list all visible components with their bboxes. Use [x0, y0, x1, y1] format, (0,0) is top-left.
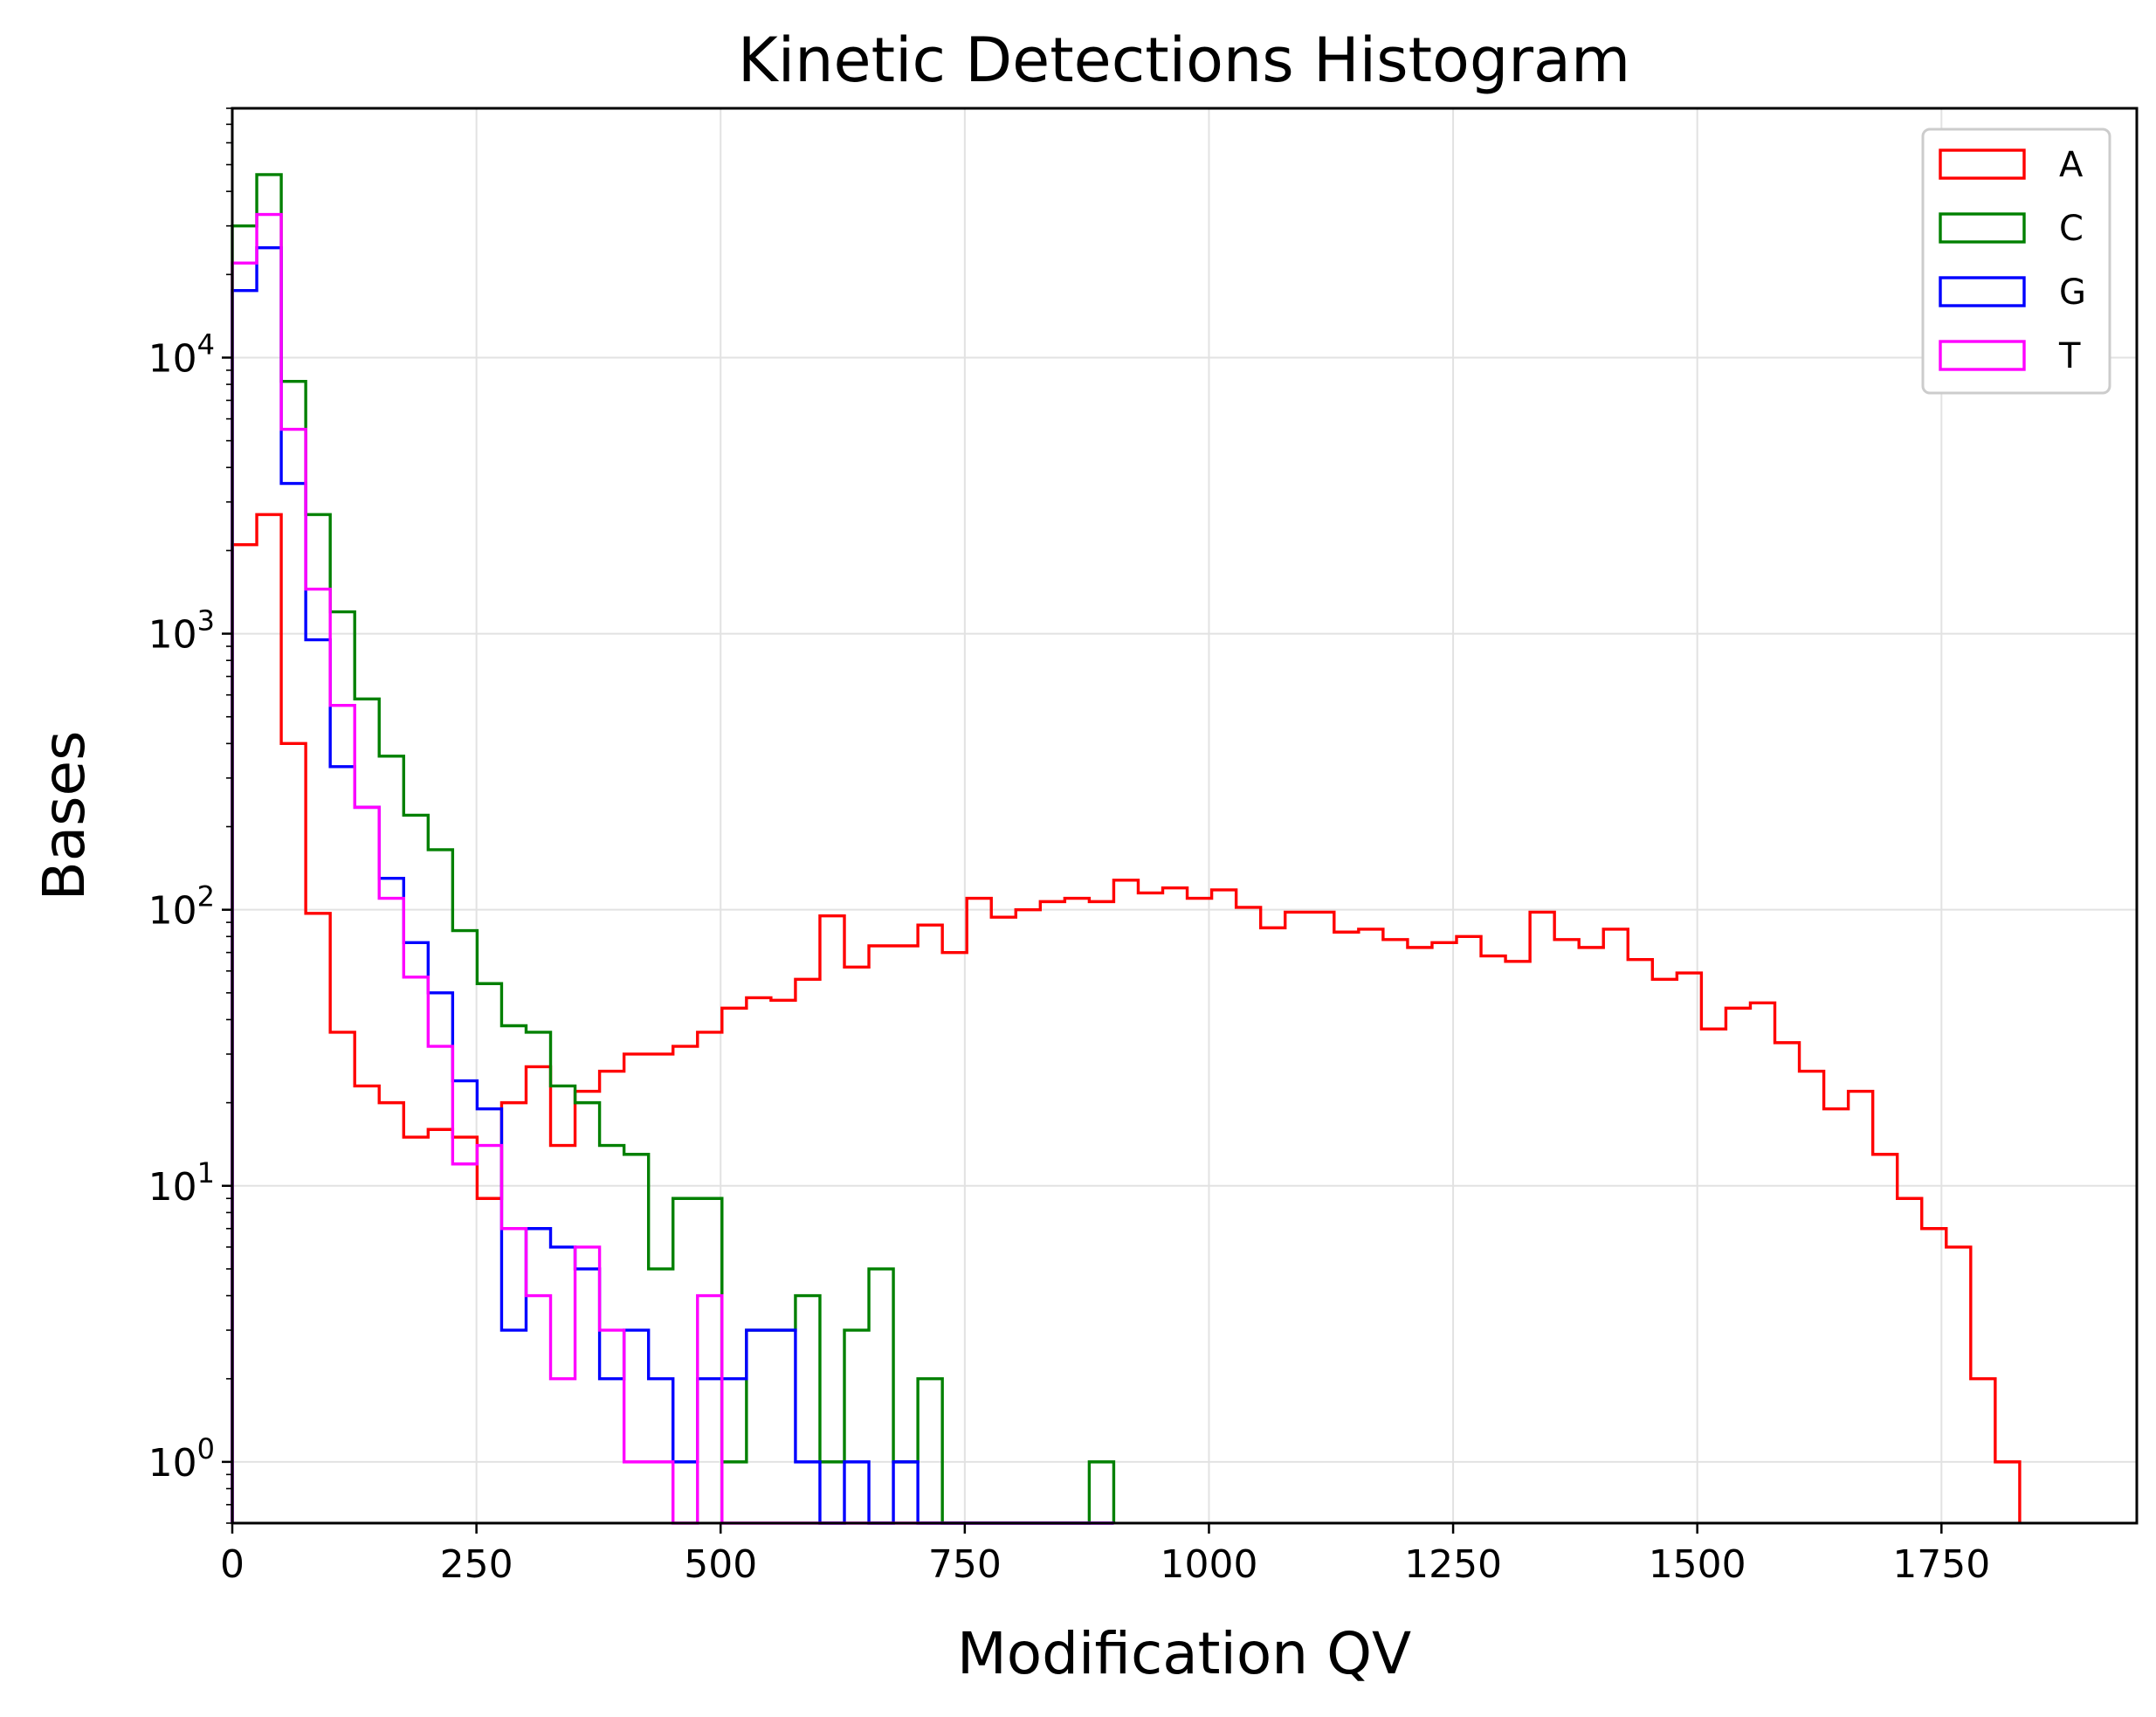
x-tick-label: 1750 [1892, 1542, 1990, 1587]
y-tick-label: 100 [148, 1432, 215, 1486]
y-tick-label: 102 [148, 880, 215, 934]
series-t-histogram [231, 212, 1114, 1525]
legend-label-a: A [2059, 145, 2084, 185]
x-axis-label: Modification QV [957, 1620, 1411, 1687]
legend-frame [1921, 128, 2111, 395]
legend-swatch-t [1939, 340, 2026, 371]
y-tick-label: 101 [148, 1156, 215, 1210]
legend-label-g: G [2059, 272, 2086, 313]
x-tick-label: 500 [684, 1542, 757, 1587]
plot-frame [231, 107, 2139, 1525]
tick-layer: 0 250 500 750 1000 1250 1500 1750 100 101 102 103 10… [148, 107, 1990, 1587]
x-tick-label: 250 [440, 1542, 513, 1587]
series-a-histogram [231, 513, 2022, 1523]
y-axis-label: Bases [31, 730, 98, 900]
x-tick-label: 1250 [1404, 1542, 1502, 1587]
series-layer [231, 173, 2022, 1525]
x-tick-label: 1500 [1649, 1542, 1746, 1587]
x-tick-label: 750 [928, 1542, 1002, 1587]
x-tick-label: 0 [220, 1542, 245, 1587]
legend-label-t: T [2058, 336, 2081, 376]
x-tick-label: 1000 [1160, 1542, 1257, 1587]
chart-title: Kinetic Detections Histogram [738, 24, 1630, 96]
grid-layer [231, 108, 2137, 1523]
legend-swatch-a [1939, 148, 2026, 180]
legend-swatch-g [1939, 276, 2026, 307]
y-tick-label: 103 [148, 604, 215, 658]
legend-label-c: C [2059, 209, 2084, 249]
legend-swatch-c [1939, 212, 2026, 244]
y-tick-label: 104 [148, 328, 215, 381]
series-c-histogram [231, 173, 1116, 1525]
series-g-histogram [231, 245, 1114, 1525]
